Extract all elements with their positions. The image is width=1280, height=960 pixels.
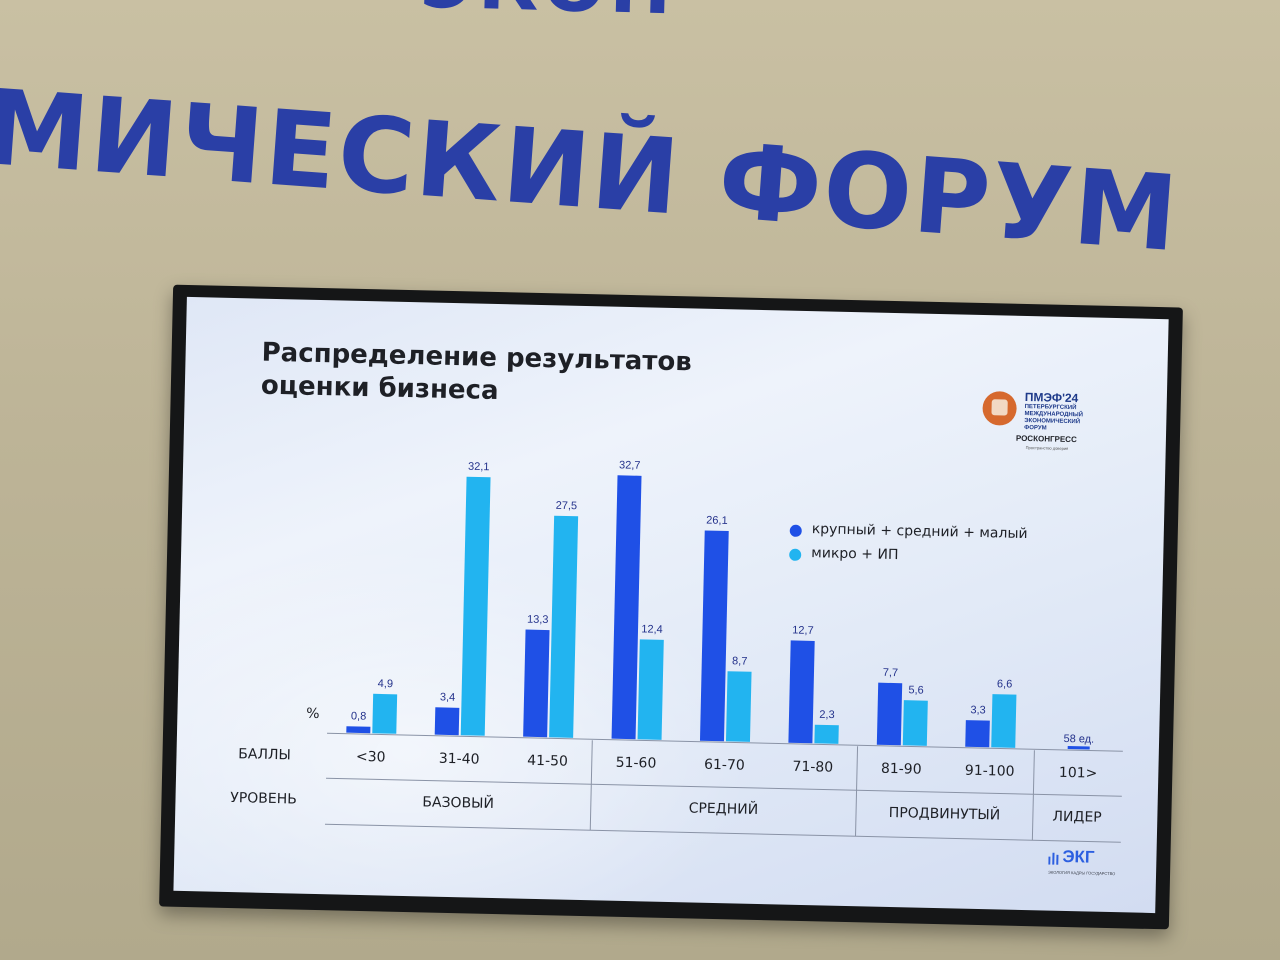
x-tick-label-7: 91-100 <box>965 763 1015 780</box>
bar-large-7 <box>965 720 990 748</box>
bar-large-2 <box>523 629 550 738</box>
ekg-logo: ЭКГ ЭКОЛОГИЯ КАДРЫ ГОСУДАРСТВО <box>1048 847 1119 883</box>
bar-micro-3 <box>637 639 664 740</box>
y-unit-label: % <box>306 706 320 722</box>
level-label-0: БАЗОВЫЙ <box>422 792 494 812</box>
bar-value-label-special: 58 ед. <box>1063 733 1094 746</box>
level-divider-3 <box>1031 750 1035 841</box>
bar-special-101 <box>1067 746 1090 750</box>
level-label-3: ЛИДЕР <box>1052 809 1102 826</box>
wall-banner-line1: ЭКОН <box>419 0 677 31</box>
bar-value-label-micro-5: 2,3 <box>819 709 835 721</box>
bar-micro-4 <box>725 671 752 742</box>
x-tick-label-6: 81-90 <box>881 761 922 778</box>
row-label-scores: БАЛЛЫ <box>238 746 291 763</box>
bar-micro-7 <box>991 694 1017 748</box>
bar-large-6 <box>876 682 903 746</box>
x-tick-label-2: 41-50 <box>527 753 568 770</box>
bar-value-label-large-2: 13,3 <box>527 614 549 626</box>
ekg-logo-subtitle: ЭКОЛОГИЯ КАДРЫ ГОСУДАРСТВО <box>1048 869 1116 877</box>
bar-value-label-micro-4: 8,7 <box>732 655 748 667</box>
x-tick-label-8: 101> <box>1059 765 1098 782</box>
bar-chart: % 0,8 4,9 <30 3,4 32,1 31-40 13,3 27,5 41-50 32,7 1… <box>230 459 1123 843</box>
bar-value-label-micro-0: 4,9 <box>378 678 394 690</box>
bar-micro-0 <box>372 693 398 734</box>
bar-value-label-large-0: 0,8 <box>351 710 367 722</box>
bar-large-4 <box>699 530 729 742</box>
bar-value-label-large-6: 7,7 <box>883 667 899 679</box>
x-tick-label-4: 61-70 <box>704 757 745 774</box>
x-tick-label-1: 31-40 <box>439 751 480 768</box>
bar-value-label-micro-2: 27,5 <box>556 500 578 512</box>
chart-baseline <box>327 732 1123 752</box>
ekg-logo-name: ЭКГ <box>1062 846 1095 867</box>
bar-value-label-large-1: 3,4 <box>440 691 456 703</box>
wall-banner: ЭКОН МИЧЕСКИЙ ФОРУМ <box>0 0 1280 290</box>
level-divider-1 <box>589 740 593 831</box>
tv-display: Распределение результатов оценки бизнеса… <box>159 284 1183 930</box>
bar-value-label-large-7: 3,3 <box>970 704 986 716</box>
level-divider-2 <box>855 746 859 837</box>
level-label-2: ПРОДВИНУТЫЙ <box>889 803 1001 824</box>
bar-large-0 <box>346 726 371 734</box>
bar-value-label-micro-7: 6,6 <box>997 678 1013 690</box>
bar-value-label-micro-1: 32,1 <box>468 461 490 473</box>
ekg-bars-icon <box>1048 852 1059 865</box>
bar-value-label-micro-3: 12,4 <box>641 623 663 635</box>
bar-micro-1 <box>460 476 491 736</box>
bar-value-label-micro-6: 5,6 <box>908 684 924 696</box>
x-tick-label-0: <30 <box>356 749 386 766</box>
wall-banner-line2: МИЧЕСКИЙ ФОРУМ <box>0 66 1184 276</box>
bar-value-label-large-5: 12,7 <box>792 624 814 636</box>
row-label-level: УРОВЕНЬ <box>230 790 297 808</box>
x-tick-label-3: 51-60 <box>615 755 656 772</box>
level-rule-top <box>326 777 1122 797</box>
bar-large-3 <box>611 475 642 740</box>
x-tick-label-5: 71-80 <box>792 759 833 776</box>
level-label-1: СРЕДНИЙ <box>689 798 759 818</box>
level-rule-bottom <box>324 823 1121 843</box>
bar-value-label-large-4: 26,1 <box>706 514 728 526</box>
bar-value-label-large-3: 32,7 <box>619 459 641 471</box>
bar-large-5 <box>788 640 815 744</box>
presentation-slide: Распределение результатов оценки бизнеса… <box>173 296 1169 914</box>
bar-micro-2 <box>549 515 579 738</box>
bar-large-1 <box>434 707 460 736</box>
bar-micro-5 <box>814 724 839 744</box>
bar-micro-6 <box>902 700 928 746</box>
